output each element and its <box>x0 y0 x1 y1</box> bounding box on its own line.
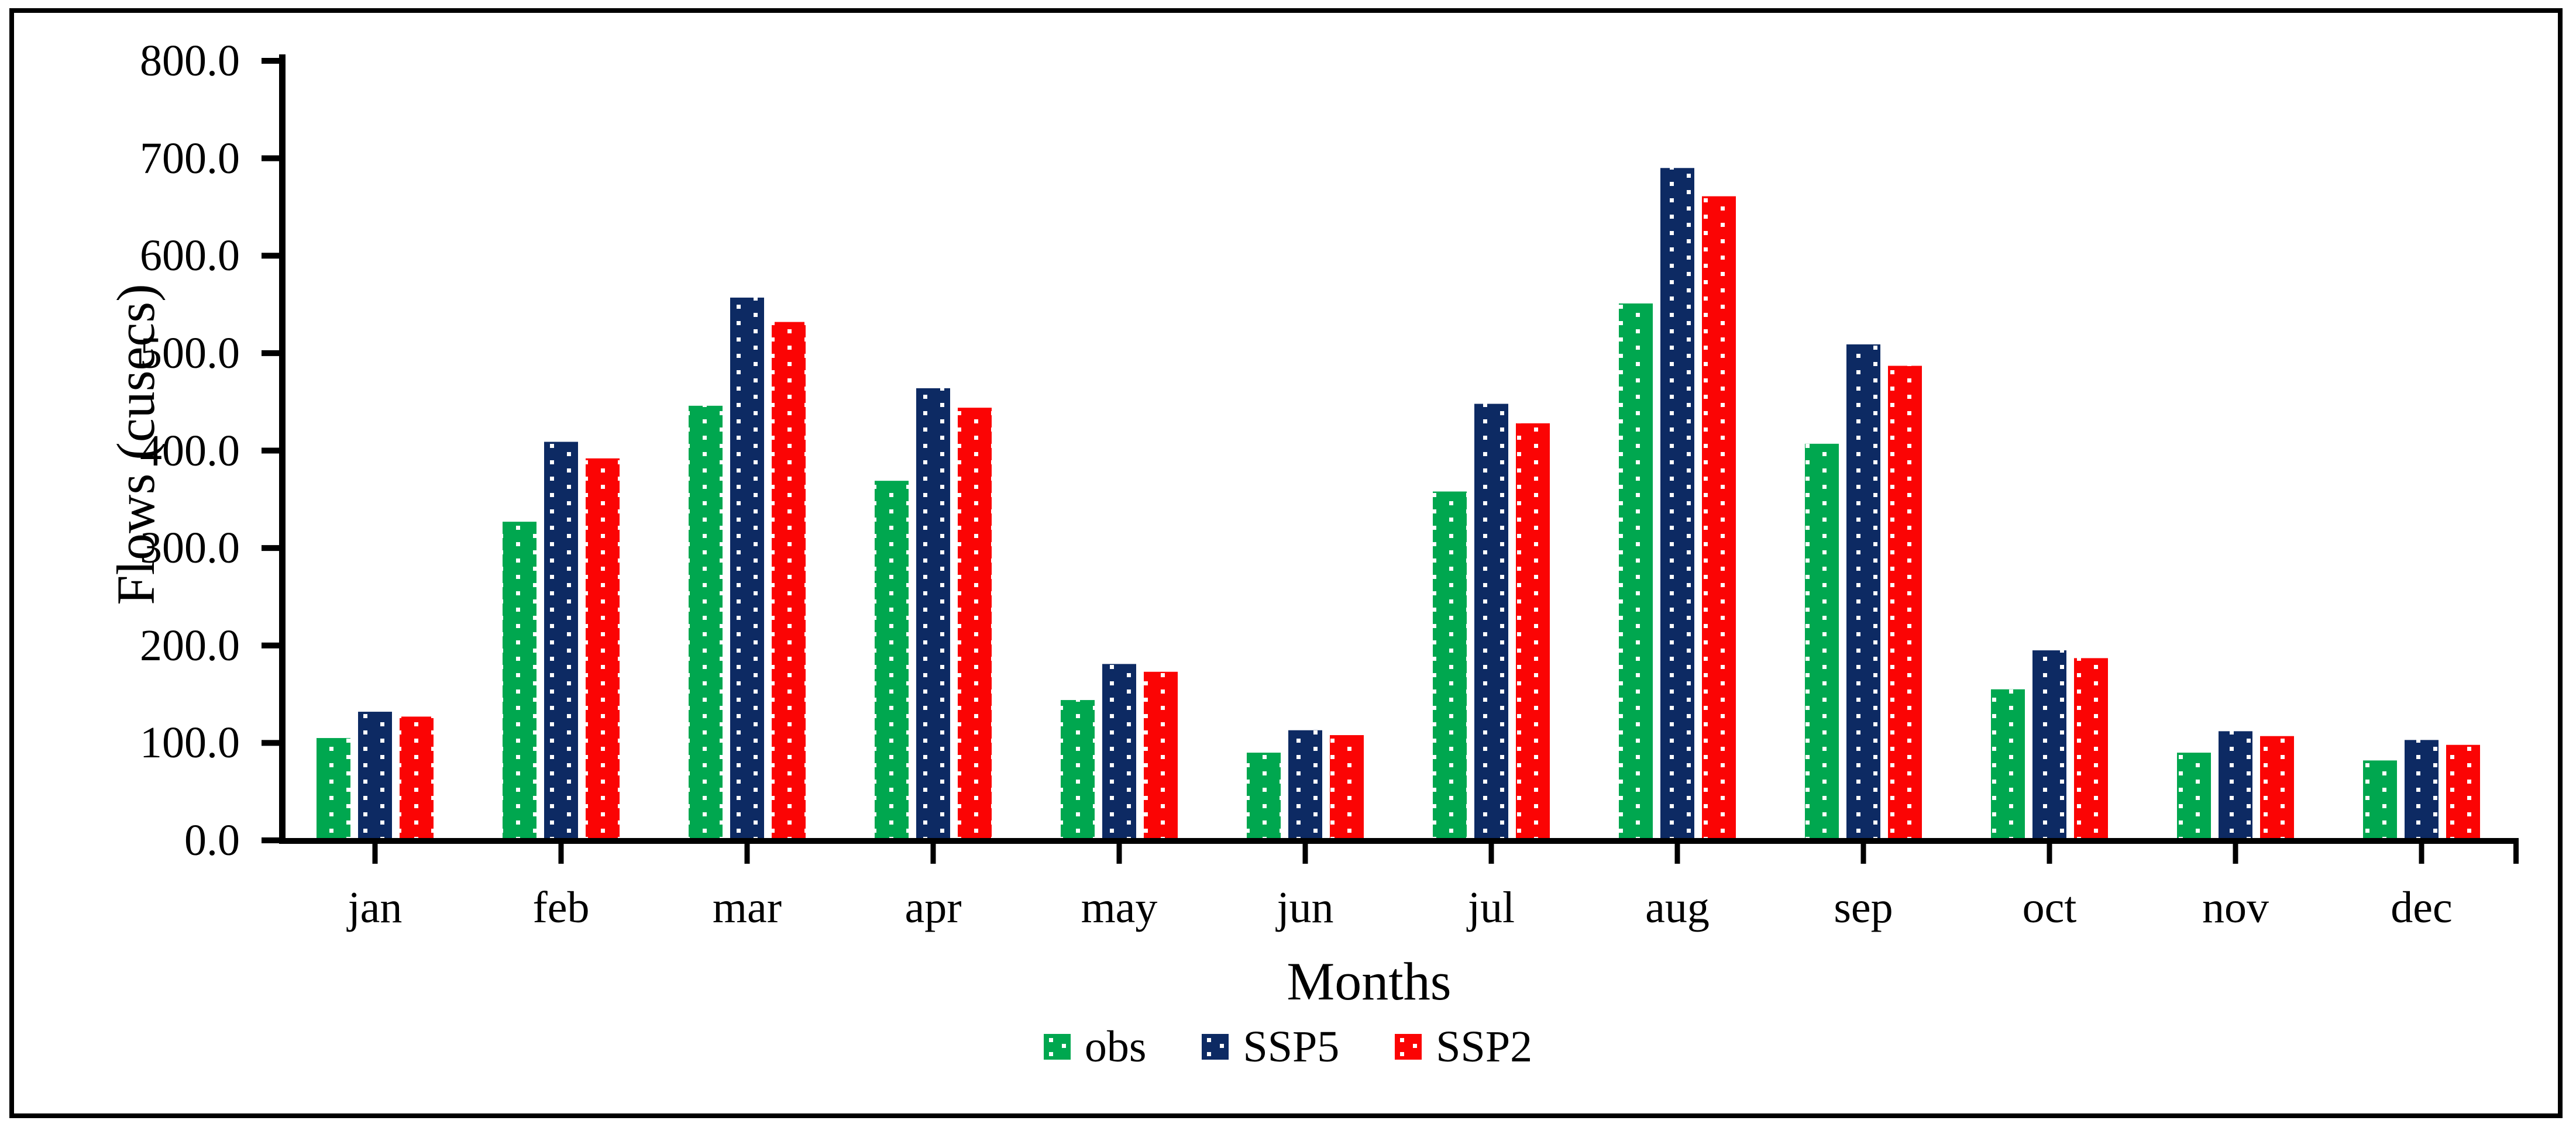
bar-SSP5-feb <box>544 442 578 840</box>
y-tick-label: 300.0 <box>140 523 240 573</box>
bar-SSP2-dec <box>2446 744 2480 840</box>
x-tick <box>558 844 564 864</box>
x-tick <box>1116 844 1122 864</box>
bar-SSP5-may <box>1102 664 1136 840</box>
x-tick <box>930 844 936 864</box>
bar-SSP2-jan <box>400 716 434 840</box>
bar-SSP2-aug <box>1702 196 1736 840</box>
bar-SSP2-mar <box>772 322 806 840</box>
y-tick <box>262 837 279 843</box>
bar-SSP2-nov <box>2260 736 2294 840</box>
legend-item-SSP5: SSP5 <box>1202 1025 1339 1069</box>
bar-SSP5-dec <box>2405 740 2439 840</box>
x-tick <box>1302 844 1308 864</box>
y-tick <box>262 350 279 356</box>
y-tick-label: 0.0 <box>184 816 240 865</box>
bar-obs-jan <box>317 738 350 840</box>
bar-SSP5-jul <box>1474 404 1508 840</box>
bar-obs-jul <box>1433 491 1467 840</box>
legend-swatch-obs <box>1043 1034 1071 1060</box>
y-axis-line <box>279 54 286 844</box>
y-tick-label: 800.0 <box>140 36 240 85</box>
y-tick <box>262 642 279 649</box>
x-tick-label-mar: mar <box>712 883 782 932</box>
bar-SSP2-may <box>1144 671 1178 840</box>
y-tick <box>262 155 279 161</box>
x-tick-label-dec: dec <box>2391 883 2453 932</box>
x-tick <box>2047 844 2052 864</box>
x-tick-label-sep: sep <box>1834 883 1893 932</box>
y-tick <box>262 740 279 746</box>
y-tick-label: 500.0 <box>140 328 240 378</box>
x-tick <box>2419 844 2424 864</box>
y-tick <box>262 58 279 64</box>
bar-SSP2-jul <box>1516 423 1550 840</box>
x-tick <box>1860 844 1866 864</box>
bar-SSP5-mar <box>730 297 764 840</box>
bar-obs-oct <box>1991 689 2025 840</box>
bar-SSP2-sep <box>1888 365 1922 840</box>
y-tick-label: 400.0 <box>140 426 240 475</box>
x-tick-end <box>2513 844 2519 864</box>
x-tick-label-jun: jun <box>1277 883 1334 932</box>
bar-SSP2-feb <box>586 458 620 840</box>
y-tick-label: 700.0 <box>140 133 240 183</box>
bar-SSP5-jun <box>1288 730 1322 840</box>
bar-SSP2-oct <box>2074 658 2108 840</box>
bar-SSP5-aug <box>1660 168 1694 841</box>
bar-SSP5-nov <box>2219 731 2252 840</box>
bar-obs-apr <box>875 481 909 840</box>
bar-obs-feb <box>503 522 536 840</box>
x-axis-line <box>279 838 2519 844</box>
x-tick <box>2233 844 2238 864</box>
x-tick-label-jul: jul <box>1467 883 1515 932</box>
y-tick <box>262 545 279 551</box>
bar-obs-dec <box>2363 760 2397 840</box>
bar-obs-aug <box>1619 303 1653 840</box>
bar-SSP5-apr <box>916 388 950 840</box>
x-tick <box>744 844 750 864</box>
y-tick <box>262 253 279 259</box>
bar-obs-mar <box>689 405 723 840</box>
y-tick <box>262 447 279 454</box>
x-tick-label-may: may <box>1081 883 1158 932</box>
bar-SSP2-apr <box>958 408 992 840</box>
legend-item-SSP2: SSP2 <box>1395 1025 1532 1069</box>
x-tick-label-apr: apr <box>904 883 962 932</box>
bar-obs-jun <box>1247 753 1281 840</box>
x-tick-label-oct: oct <box>2022 883 2077 932</box>
bar-SSP5-sep <box>1846 344 1880 840</box>
x-tick-label-feb: feb <box>532 883 590 932</box>
legend-swatch-SSP5 <box>1202 1034 1229 1060</box>
legend-swatch-SSP2 <box>1395 1034 1422 1060</box>
bar-obs-sep <box>1805 443 1839 840</box>
legend-label-SSP5: SSP5 <box>1243 1022 1340 1071</box>
y-tick-label: 100.0 <box>140 718 240 768</box>
y-tick-label: 200.0 <box>140 620 240 670</box>
legend: obs SSP5 SSP2 <box>0 1019 2576 1075</box>
bar-obs-may <box>1061 700 1095 840</box>
legend-label-SSP2: SSP2 <box>1436 1022 1533 1071</box>
bar-SSP5-oct <box>2032 650 2066 840</box>
x-tick <box>1674 844 1680 864</box>
bar-SSP5-jan <box>358 712 392 840</box>
x-tick <box>1488 844 1494 864</box>
x-tick <box>372 844 378 864</box>
x-tick-label-aug: aug <box>1645 883 1710 932</box>
legend-label-obs: obs <box>1084 1022 1147 1071</box>
bar-obs-nov <box>2177 753 2211 840</box>
x-tick-label-nov: nov <box>2202 883 2269 932</box>
bar-SSP2-jun <box>1330 735 1364 840</box>
y-tick-label: 600.0 <box>140 231 240 281</box>
outer-border <box>9 8 2563 1118</box>
x-tick-label-jan: jan <box>348 883 403 932</box>
legend-item-obs: obs <box>1043 1022 1147 1071</box>
x-axis-title: Months <box>1287 951 1452 1011</box>
